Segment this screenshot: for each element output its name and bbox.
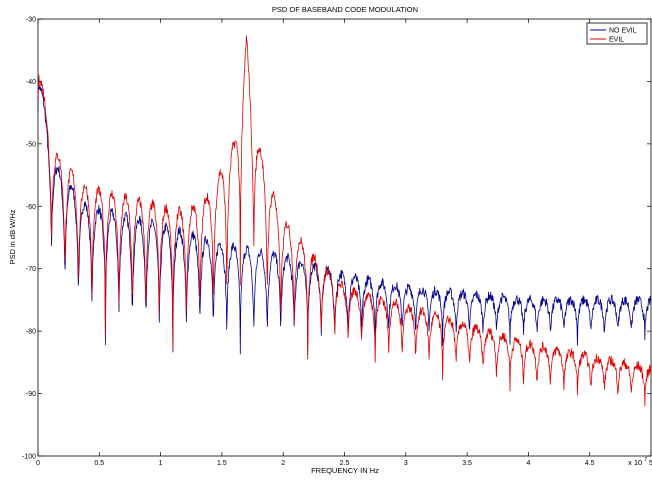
x-axis-exponent-base: x 10 xyxy=(628,458,642,467)
y-tick-label: -70 xyxy=(26,266,36,273)
x-tick-label: 3 xyxy=(404,460,408,467)
y-tick-label: -30 xyxy=(26,17,36,24)
x-tick-label: 5 xyxy=(649,460,652,467)
y-tick-label: -80 xyxy=(26,329,36,336)
legend: NO EVIL EVIL xyxy=(586,22,648,45)
axes-box xyxy=(37,18,652,457)
tick-layer: 0 0.5 1 1.5 2 2.5 3 3.5 4 4.5 5 -30 -40 -50 -60 -70 -80 -… xyxy=(22,17,652,468)
series-line-evil xyxy=(37,35,652,407)
y-tick-label: -60 xyxy=(26,204,36,211)
chart-title: PSD OF BASEBAND CODE MODULATION xyxy=(272,5,418,14)
y-axis-label: PSD in dB W/Hz xyxy=(8,209,17,264)
x-axis-exponent-power: 7 xyxy=(644,457,647,463)
x-tick-label: 4 xyxy=(526,460,530,467)
y-tick-label: -50 xyxy=(26,141,36,148)
series-layer xyxy=(37,35,652,407)
x-tick-label: 2.5 xyxy=(340,460,350,467)
x-tick-label: 1 xyxy=(159,460,163,467)
y-tick-label: -90 xyxy=(26,391,36,398)
plot-area: 0 0.5 1 1.5 2 2.5 3 3.5 4 4.5 5 -30 -40 -50 -60 -70 -80 -… xyxy=(22,17,652,468)
x-axis-exponent: x 10 7 xyxy=(628,457,647,467)
y-tick-label: -100 xyxy=(22,454,36,461)
x-tick-label: 3.5 xyxy=(462,460,472,467)
x-tick-label: 0 xyxy=(36,460,40,467)
legend-label-evil: EVIL xyxy=(609,37,624,44)
x-tick-label: 1.5 xyxy=(217,460,227,467)
legend-label-no-evil: NO EVIL xyxy=(609,28,637,35)
x-tick-label: 2 xyxy=(281,460,285,467)
x-axis-label: FREQUENCY IN Hz xyxy=(311,466,379,475)
y-tick-label: -40 xyxy=(26,79,36,86)
series-line-no-evil xyxy=(37,84,652,356)
x-tick-label: 0.5 xyxy=(94,460,104,467)
x-tick-label: 4.5 xyxy=(585,460,595,467)
